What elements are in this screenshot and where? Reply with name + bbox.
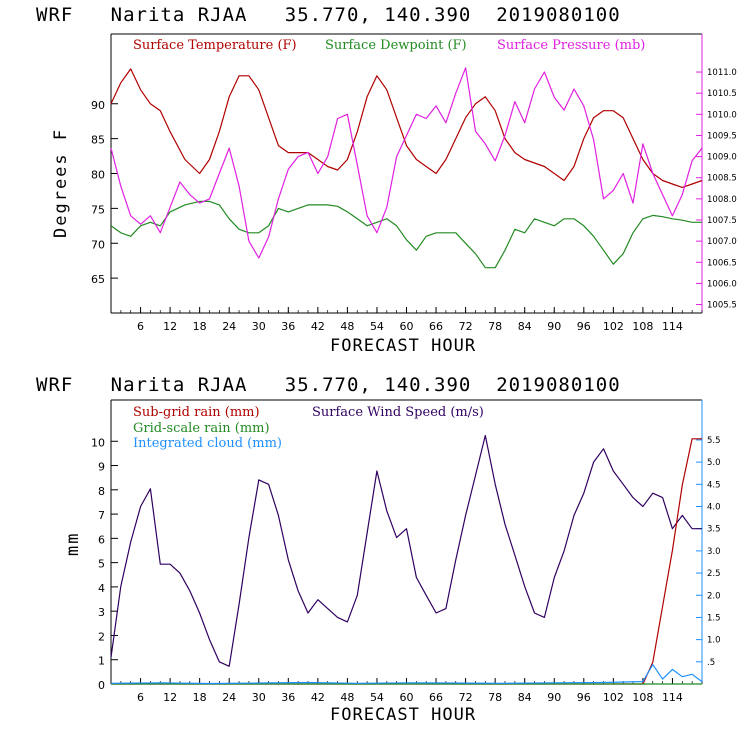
panel2-y-tick-label: 6: [98, 533, 105, 546]
panel2-y-tick-label: 8: [98, 485, 105, 498]
panel2-y-tick-label: 9: [98, 461, 105, 474]
panel2-x-tick-label: 78: [488, 691, 502, 704]
panel1-x-tick-label: 96: [577, 320, 591, 333]
panel1-x-tick-label: 12: [163, 320, 177, 333]
panel2-x-tick-label: 114: [662, 691, 683, 704]
panel1-x-tick-label: 108: [632, 320, 653, 333]
legend-wind-speed: Surface Wind Speed (m/s): [312, 405, 484, 420]
panel1-x-tick-label: 6: [137, 320, 144, 333]
panel2-x-tick-label: 12: [163, 691, 177, 704]
panel2-y2-tick-label: 2.5: [707, 569, 721, 579]
panel2-y-tick-label: 4: [98, 582, 105, 595]
panel2-x-tick-label: 6: [137, 691, 144, 704]
panel1-y2-tick-label: 1009.0: [707, 153, 737, 163]
legend-surface-dewpoint: Surface Dewpoint (F): [325, 38, 467, 53]
panel1-y-tick-label: 90: [91, 99, 105, 112]
integrated-cloud-line: [110, 664, 703, 685]
panel2-y2-tick-label: 5.5: [707, 436, 721, 446]
subgrid-rain-line: [111, 438, 702, 685]
panel1-x-tick-label: 72: [459, 320, 473, 333]
panel2-x-tick-label: 84: [518, 691, 532, 704]
panel1-y2-tick-label: 1007.0: [707, 237, 737, 247]
panel2-x-tick-label: 54: [370, 691, 384, 704]
panel1-x-tick-label: 84: [518, 320, 532, 333]
panel1-y2-tick-label: 1010.0: [707, 110, 737, 120]
panel1-x-tick-label: 48: [340, 320, 354, 333]
panel1-y2-tick-label: 1005.5: [707, 301, 737, 311]
panel2-y-tick-label: 2: [98, 630, 105, 643]
panel1-x-tick-label: 102: [603, 320, 624, 333]
panel1-x-tick-label: 42: [311, 320, 325, 333]
panel1-x-axis-title: FORECAST HOUR: [330, 336, 477, 356]
panel1-y-tick-label: 65: [91, 273, 105, 286]
panel1-x-tick-label: 54: [370, 320, 384, 333]
panel2-y-tick-label: 0: [98, 679, 105, 692]
panel2-x-tick-label: 102: [603, 691, 624, 704]
panel1-x-tick-label: 30: [252, 320, 266, 333]
panel1-x-tick-label: 18: [193, 320, 207, 333]
panel2-y-tick-label: 7: [98, 509, 105, 522]
legend-surface-pressure: Surface Pressure (mb): [497, 38, 646, 53]
panel2-y-tick-label: 10: [91, 436, 105, 449]
temperature-line: [110, 68, 703, 188]
panel1-y2-tick-label: 1008.5: [707, 174, 737, 184]
panel1-y2-tick-label: 1006.0: [707, 279, 737, 289]
dewpoint-line: [110, 200, 702, 269]
panel2-y2-tick-label: .5: [707, 658, 715, 668]
panel1-x-tick-label: 36: [281, 320, 295, 333]
legend-gridscale-rain: Grid-scale rain (mm): [133, 421, 270, 436]
panel1-y-tick-label: 80: [91, 169, 105, 182]
panel2-x-tick-label: 72: [459, 691, 473, 704]
panel2-y2-tick-label: 5.0: [707, 458, 721, 468]
panel1-y-tick-label: 75: [91, 203, 105, 216]
panel2-y2-tick-label: 2.0: [707, 591, 721, 601]
panel2-y2-tick-label: 1.5: [707, 613, 721, 623]
panel1-y2-tick-label: 1011.0: [707, 68, 737, 78]
panel1-y2-tick-label: 1006.5: [707, 258, 737, 268]
panel2-x-tick-label: 60: [400, 691, 414, 704]
pressure-line: [110, 67, 703, 259]
legend-subgrid-rain: Sub-grid rain (mm): [133, 405, 260, 420]
panel1-x-tick-label: 78: [488, 320, 502, 333]
legend-surface-temperature: Surface Temperature (F): [133, 38, 297, 53]
panel2-x-tick-label: 66: [429, 691, 443, 704]
panel1-x-tick-label: 114: [662, 320, 683, 333]
panel1-x-tick-label: 90: [547, 320, 561, 333]
panel2-x-axis-title: FORECAST HOUR: [330, 705, 477, 725]
legend-integrated-cloud: Integrated cloud (mm): [133, 436, 282, 451]
panel2-x-tick-label: 18: [193, 691, 207, 704]
panel1-y2-tick-label: 1010.5: [707, 89, 737, 99]
panel2-x-tick-label: 108: [632, 691, 653, 704]
panel2-x-tick-label: 96: [577, 691, 591, 704]
panel2-y-tick-label: 3: [98, 606, 105, 619]
panel1-y-tick-label: 70: [91, 238, 105, 251]
panel1-y-tick-label: 85: [91, 134, 105, 147]
panel2-y-tick-label: 1: [98, 655, 105, 668]
wind-speed-line: [110, 434, 702, 667]
panel2-x-tick-label: 90: [547, 691, 561, 704]
panel2-x-tick-label: 48: [340, 691, 354, 704]
panel1-y2-tick-label: 1007.5: [707, 216, 737, 226]
panel2-y2-tick-label: 4.0: [707, 503, 721, 513]
panel2-y2-tick-label: 3.0: [707, 547, 721, 557]
panel2-y2-tick-label: 1.0: [707, 636, 721, 646]
panel2-y2-tick-label: 3.5: [707, 525, 721, 535]
panel1-x-tick-label: 24: [222, 320, 236, 333]
panel1-y2-tick-label: 1008.0: [707, 195, 737, 205]
panel2-x-tick-label: 30: [252, 691, 266, 704]
panel2-x-tick-label: 42: [311, 691, 325, 704]
panel2-x-tick-label: 36: [281, 691, 295, 704]
panel2-x-tick-label: 24: [222, 691, 236, 704]
panel1-y2-tick-label: 1009.5: [707, 131, 737, 141]
panel1-header: WRF Narita RJAA 35.770, 140.390 20190801…: [36, 4, 621, 26]
panel2-y-tick-label: 5: [98, 558, 105, 571]
panel1-x-tick-label: 60: [400, 320, 414, 333]
panel1-x-tick-label: 66: [429, 320, 443, 333]
panel2-header: WRF Narita RJAA 35.770, 140.390 20190801…: [36, 374, 621, 396]
panel2-y2-tick-label: 4.5: [707, 480, 721, 490]
